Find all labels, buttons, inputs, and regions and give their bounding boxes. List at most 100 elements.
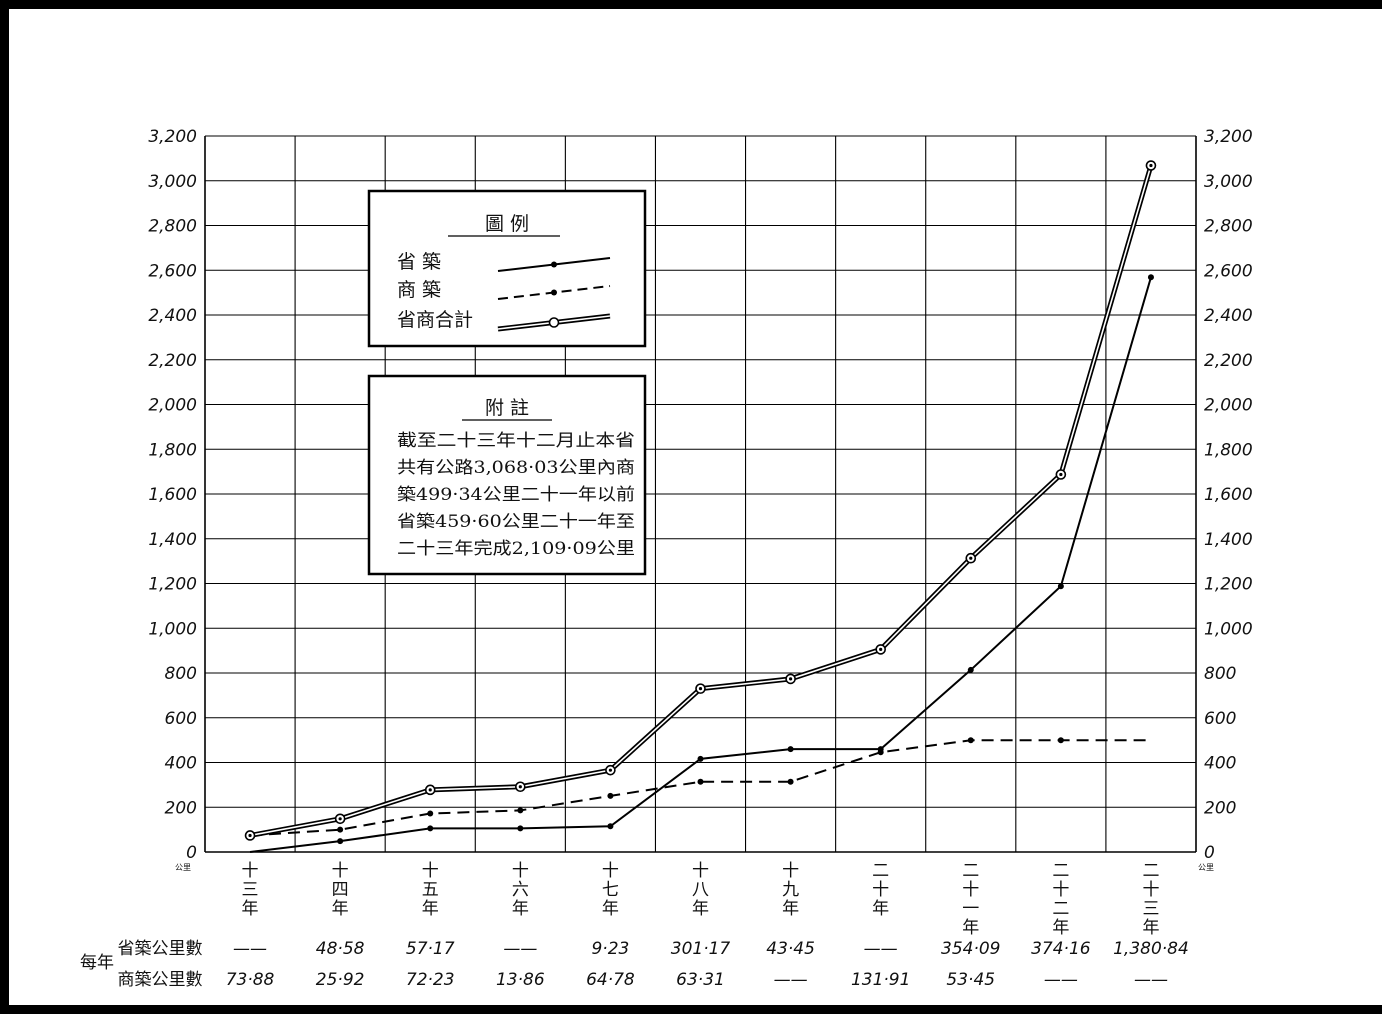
data-point-total-center [788, 677, 793, 681]
table-cell: 13·86 [496, 970, 545, 990]
table-row-label: 省築公里數 [118, 939, 203, 959]
data-point-commercial [1057, 737, 1064, 744]
y-tick-label-left: 0 [186, 843, 197, 863]
x-category-label: 十九年 [782, 861, 799, 919]
data-point-commercial [787, 778, 794, 785]
data-point-total-center [248, 833, 252, 838]
table-cell: 53·45 [946, 970, 995, 990]
table-cell: 9·23 [591, 939, 629, 959]
y-tick-label-right: 1,600 [1204, 485, 1253, 505]
legend-label-commercial: 商 築 [397, 279, 441, 301]
data-point-commercial [517, 807, 524, 814]
note-line: 二十三年完成2,109·09公里 [397, 539, 635, 559]
legend-marker-total [548, 317, 560, 328]
chart-grid [204, 135, 1197, 853]
y-tick-label-right: 1,200 [1204, 575, 1253, 595]
data-point-total-center [879, 647, 883, 651]
y-tick-label-right: 2,600 [1204, 261, 1253, 281]
y-tick-label-right: 1,800 [1204, 440, 1253, 460]
note-line: 截至二十三年十二月止本省 [397, 431, 635, 451]
table-cell: —— [1044, 970, 1078, 990]
y-tick-label-right: 200 [1204, 798, 1236, 818]
data-point-total-center [1149, 163, 1153, 168]
table-group-label: 每年 [80, 953, 114, 973]
data-point-commercial [697, 778, 704, 785]
y-tick-label-left: 2,000 [148, 396, 197, 416]
legend-label-total: 省商合計 [397, 309, 473, 331]
table-cell: —— [1134, 970, 1168, 990]
y-tick-label-left: 2,600 [148, 261, 197, 281]
x-category-label: 二十二年 [1052, 861, 1069, 938]
note-title: 附 註 [485, 397, 529, 419]
y-tick-label-left: 600 [165, 709, 197, 729]
y-tick-label-left: 1,200 [148, 575, 197, 595]
data-point-provincial [967, 666, 974, 673]
x-category-label: 十四年 [332, 861, 349, 919]
series-lines [244, 160, 1157, 853]
y-tick-label-left: 3,200 [148, 127, 197, 147]
x-category-label: 十三年 [242, 861, 259, 919]
x-category-label: 十七年 [602, 861, 619, 919]
right-y-axis: 0 200 400 600 800 1,000 1,200 1,400 1,600 1,800 2,… [1198, 127, 1253, 872]
x-axis-categories: 十三年 十四年 十五年 十六年 十七年 十八年 十九年 二十年 二十一年 二十二年 二十三年 [242, 861, 1160, 938]
y-tick-label-right: 2,400 [1204, 306, 1253, 326]
y-tick-label-right: 3,000 [1204, 172, 1253, 192]
table-cell: 72·23 [406, 970, 455, 990]
data-point-total-center [428, 788, 432, 792]
x-category-label: 二十三年 [1142, 861, 1159, 938]
data-point-provincial [1057, 583, 1064, 590]
note-line: 築499·34公里二十一年以前 [397, 485, 635, 505]
table-cell: 374·16 [1031, 939, 1091, 959]
y-tick-label-right: 0 [1204, 843, 1215, 863]
data-point-provincial [787, 746, 794, 753]
legend-title: 圖 例 [485, 213, 529, 235]
y-tick-label-left: 1,400 [148, 530, 197, 550]
legend-marker-provincial [551, 261, 557, 268]
x-category-label: 十六年 [512, 861, 529, 919]
data-point-total-center [518, 785, 522, 789]
table-cell: —— [864, 939, 898, 959]
data-point-provincial [697, 755, 704, 762]
table-cell: 1,380·84 [1113, 939, 1189, 959]
data-point-total-center [608, 768, 613, 772]
y-tick-label-left: 3,000 [148, 172, 197, 192]
y-tick-label-right: 2,800 [1204, 217, 1253, 237]
legend-frame [367, 189, 647, 348]
data-point-commercial [877, 749, 884, 756]
table-cell: 43·45 [766, 939, 815, 959]
y-tick-label-left: 1,600 [148, 485, 197, 505]
table-cell: —— [774, 970, 808, 990]
y-tick-label-right: 400 [1204, 754, 1236, 774]
note-line: 共有公路3,068·03公里內商 [397, 458, 635, 478]
table-cell: 301·17 [671, 939, 731, 959]
table-cell: 354·09 [941, 939, 1000, 959]
y-unit-label-left: 公里 [175, 863, 191, 872]
data-point-provincial [337, 838, 344, 845]
left-y-axis: 0 200 400 600 800 1,000 1,200 1,400 1,600 1,800 2,… [148, 127, 197, 872]
note-frame [367, 374, 647, 576]
note-box: 附 註截至二十三年十二月止本省共有公路3,068·03公里內商築499·34公里… [367, 374, 647, 576]
y-tick-label-right: 800 [1204, 664, 1236, 684]
data-point-provincial [427, 825, 434, 832]
table-cell: 131·91 [851, 970, 910, 990]
y-tick-label-right: 3,200 [1204, 127, 1253, 147]
x-category-label: 二十年 [872, 861, 889, 919]
y-tick-label-left: 2,800 [148, 217, 197, 237]
data-point-commercial [967, 737, 974, 744]
y-tick-label-right: 2,200 [1204, 351, 1253, 371]
table-cell: 48·58 [316, 939, 365, 959]
data-point-commercial [607, 792, 614, 799]
table-cell: 64·78 [586, 970, 635, 990]
data-point-commercial [337, 826, 344, 833]
y-unit-label-right: 公里 [1198, 863, 1214, 872]
y-tick-label-right: 1,000 [1204, 619, 1253, 639]
table-cell: —— [503, 939, 537, 959]
y-tick-label-right: 2,000 [1204, 396, 1253, 416]
data-point-provincial [607, 823, 614, 830]
x-category-label: 十八年 [692, 861, 709, 919]
legend-marker-commercial [551, 289, 557, 296]
